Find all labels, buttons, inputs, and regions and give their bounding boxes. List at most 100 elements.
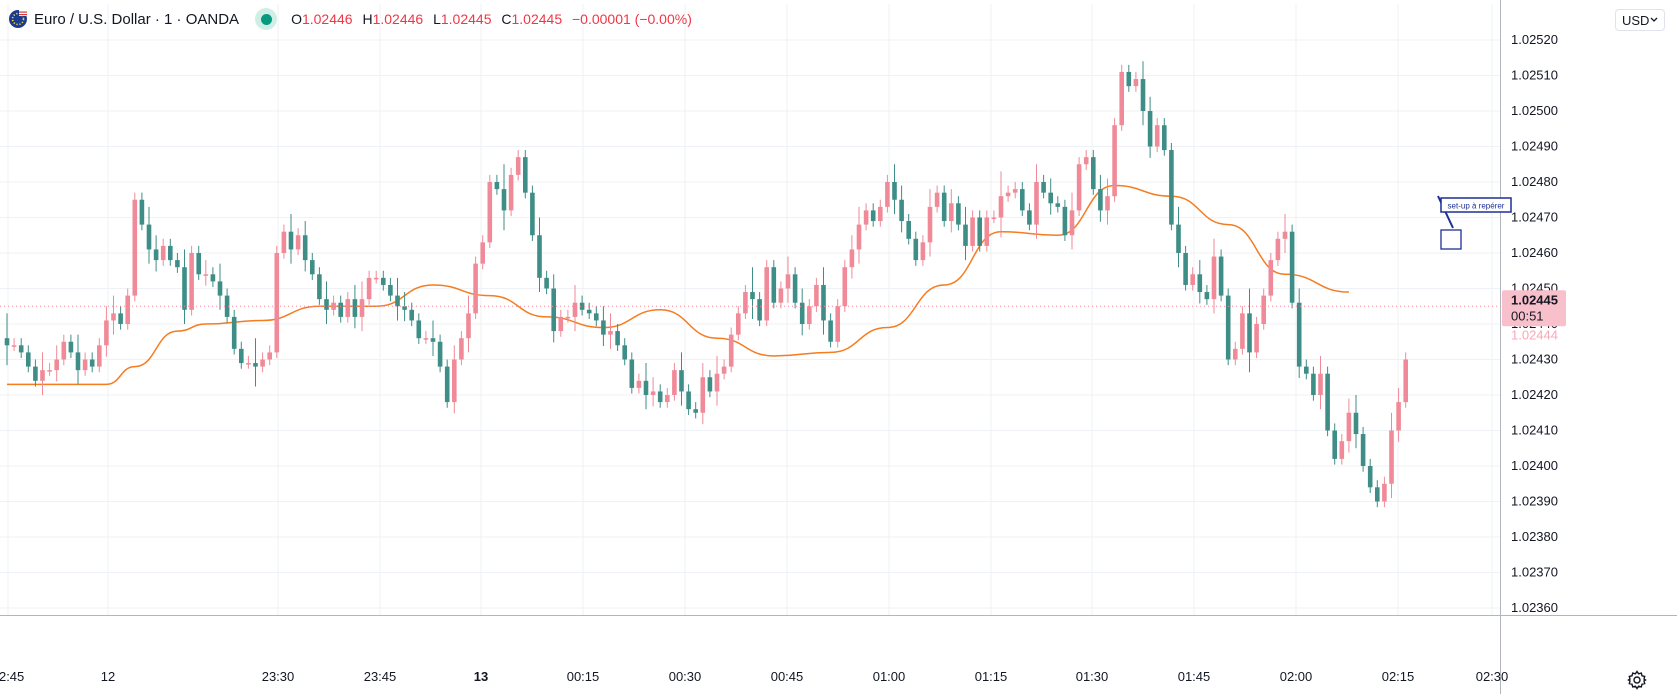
candle-body: [941, 192, 947, 222]
candle-body: [11, 345, 17, 347]
candle: [700, 363, 706, 425]
candle: [1346, 398, 1352, 453]
symbol-title[interactable]: Euro / U.S. Dollar · 1 · OANDA: [34, 10, 240, 28]
candle: [693, 402, 698, 419]
candle-body: [743, 292, 748, 314]
candle: [4, 313, 10, 366]
candle: [1367, 458, 1373, 493]
candle-body: [295, 235, 301, 250]
candle-body: [1247, 313, 1252, 353]
gear-icon[interactable]: [1625, 668, 1649, 692]
candle-body: [33, 366, 38, 381]
candle-body: [373, 277, 379, 280]
y-tick-label: 1.02490: [1511, 139, 1558, 154]
candle-body: [18, 345, 24, 353]
candle: [615, 324, 620, 351]
candle: [1389, 412, 1394, 498]
candle: [771, 260, 777, 309]
candle-body: [771, 267, 777, 303]
y-tick-label: 1.02500: [1511, 103, 1558, 118]
candle-body: [302, 235, 308, 261]
annotation-box: [1440, 229, 1462, 250]
currency-label: USD: [1622, 12, 1650, 28]
candle-body: [679, 370, 684, 392]
candle-body: [1105, 196, 1110, 211]
candle: [1169, 142, 1174, 231]
candle-body: [1020, 189, 1025, 211]
candle: [707, 370, 713, 398]
candle-body: [1183, 253, 1188, 285]
candle: [54, 345, 59, 382]
y-tick-label: 1.02400: [1511, 458, 1558, 473]
candle-body: [700, 377, 706, 413]
candle: [1147, 96, 1153, 158]
candle: [714, 355, 720, 406]
candle: [1062, 199, 1068, 241]
candle: [1261, 288, 1266, 330]
currency-button[interactable]: USD: [1615, 9, 1665, 31]
x-tick-label: 01:15: [975, 669, 1008, 684]
candle-body: [1012, 189, 1018, 193]
chevron-down-icon: [1650, 17, 1658, 22]
candle-body: [111, 313, 116, 321]
candle: [423, 331, 429, 344]
candle-body: [579, 302, 585, 310]
candle: [501, 164, 507, 231]
market-status-indicator[interactable]: [255, 8, 278, 30]
y-tick-label: 1.02390: [1511, 494, 1558, 509]
candle: [721, 359, 727, 380]
candle-body: [1389, 430, 1394, 484]
close-label: C: [501, 11, 512, 27]
candle-body: [246, 363, 251, 365]
x-tick-label: 01:45: [1178, 669, 1211, 684]
x-tick-label: 23:30: [262, 669, 295, 684]
candle: [459, 331, 464, 366]
candle: [586, 302, 592, 320]
candle: [537, 217, 542, 293]
x-tick-label: 01:00: [873, 669, 906, 684]
candle: [409, 302, 414, 327]
candle: [381, 270, 386, 291]
candle: [558, 309, 564, 337]
ohlc-values: O1.02446 H1.02446 L1.02445 C1.02445 −0.0…: [291, 11, 698, 27]
candle-body: [89, 359, 95, 367]
candle: [139, 192, 145, 231]
candle-body: [956, 203, 961, 225]
candle: [47, 363, 52, 376]
candle: [1403, 352, 1408, 408]
candle: [1176, 206, 1181, 268]
candle-body: [1126, 71, 1132, 87]
candle: [1020, 182, 1025, 217]
candle-body: [586, 309, 592, 314]
x-tick-label: 23:45: [364, 669, 397, 684]
candle-body: [1176, 224, 1181, 253]
candle: [551, 274, 556, 343]
candle-body: [899, 199, 904, 222]
candle-body: [1154, 125, 1160, 147]
candle-body: [1076, 164, 1082, 211]
candle: [231, 309, 237, 355]
candle: [515, 150, 521, 181]
candle: [1091, 150, 1096, 195]
time-axis-background: [0, 615, 1500, 694]
candle-body: [1353, 412, 1359, 435]
candle-body: [381, 277, 386, 285]
candle: [473, 256, 478, 320]
candle-body: [1296, 302, 1302, 367]
candle-body: [331, 302, 336, 310]
chart-annotation[interactable]: set-up à repérer: [1437, 195, 1512, 250]
candle: [1048, 178, 1053, 215]
x-tick-label: 00:45: [771, 669, 804, 684]
candle-body: [849, 249, 855, 268]
y-tick-label: 1.02420: [1511, 387, 1558, 402]
candle-body: [601, 320, 606, 335]
y-tick-label: 1.02410: [1511, 423, 1558, 438]
candle-body: [104, 320, 109, 346]
candle-body: [1034, 182, 1039, 225]
candle-body: [203, 274, 209, 276]
y-tick-label: 1.02460: [1511, 245, 1558, 260]
candle: [757, 292, 762, 327]
candle: [1382, 476, 1387, 508]
candle: [792, 267, 798, 309]
